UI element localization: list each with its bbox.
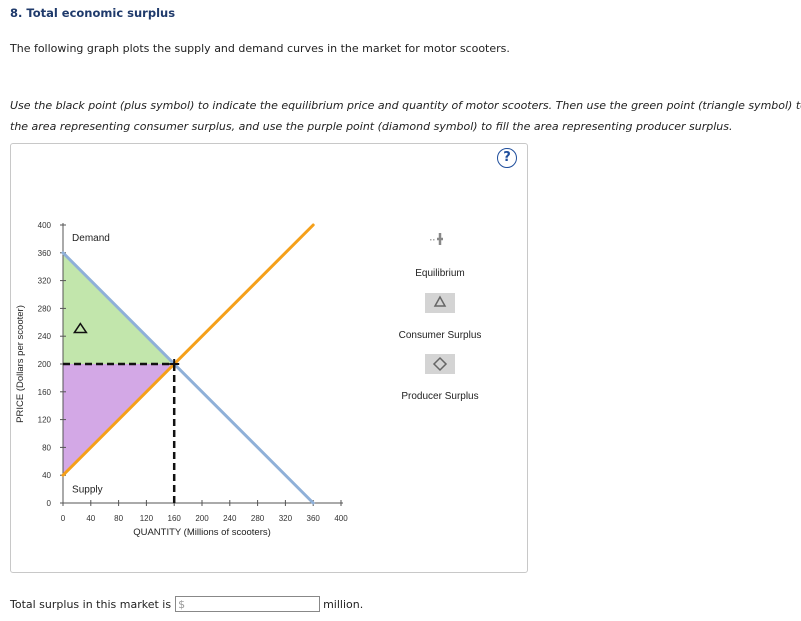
total-surplus-input[interactable] bbox=[185, 597, 318, 611]
demand-curve bbox=[61, 251, 315, 505]
producer-surplus-tool[interactable] bbox=[425, 354, 455, 374]
y-tick-label: 0 bbox=[47, 499, 52, 508]
instructions-line-1: Use the black point (plus symbol) to ind… bbox=[10, 99, 801, 112]
x-tick-label: 0 bbox=[61, 514, 66, 523]
answer-box[interactable]: $ bbox=[175, 596, 321, 612]
x-tick-label: 360 bbox=[307, 514, 321, 523]
x-tick-label: 40 bbox=[86, 514, 95, 523]
legend-label-consumer-surplus: Consumer Surplus bbox=[399, 330, 482, 341]
legend-label-producer-surplus: Producer Surplus bbox=[401, 391, 478, 402]
currency-symbol: $ bbox=[178, 597, 186, 611]
instructions-line-2: the area representing consumer surplus, … bbox=[10, 120, 733, 133]
x-axis-label: QUANTITY (Millions of scooters) bbox=[133, 527, 271, 538]
answer-prompt: Total surplus in this market is bbox=[10, 597, 172, 611]
legend-label-equilibrium: Equilibrium bbox=[415, 268, 464, 279]
question-intro: The following graph plots the supply and… bbox=[10, 42, 510, 55]
y-tick-label: 200 bbox=[38, 360, 52, 369]
x-tick-label: 80 bbox=[114, 514, 123, 523]
answer-row: Total surplus in this market is $ millio… bbox=[10, 596, 363, 612]
consumer-surplus-tool-bg bbox=[425, 293, 455, 313]
x-tick-label: 160 bbox=[168, 514, 182, 523]
producer-surplus-tool-bg bbox=[425, 354, 455, 374]
y-tick-label: 80 bbox=[42, 443, 51, 452]
supply-demand-graph: 0 40 80 120 160 200 240 280 320 360 400 0 40 80 120 160… bbox=[15, 221, 482, 538]
y-axis-label: PRICE (Dollars per scooter) bbox=[15, 305, 26, 423]
x-tick-label: 120 bbox=[140, 514, 154, 523]
y-tick-label: 40 bbox=[42, 471, 51, 480]
triangle-icon bbox=[433, 295, 447, 307]
equilibrium-tool-dot bbox=[433, 239, 435, 241]
consumer-surplus-marker bbox=[72, 322, 88, 334]
y-tick-label: 240 bbox=[38, 332, 52, 341]
y-tick-label: 320 bbox=[38, 277, 52, 286]
y-tick-label: 400 bbox=[38, 221, 52, 230]
y-tick-label: 360 bbox=[38, 249, 52, 258]
x-tick-label: 280 bbox=[251, 514, 265, 523]
equilibrium-tool-dot bbox=[430, 239, 432, 241]
x-tick-label: 400 bbox=[334, 514, 348, 523]
question-instructions: Use the black point (plus symbol) to ind… bbox=[10, 95, 801, 137]
y-tick-label: 120 bbox=[38, 416, 52, 425]
supply-curve bbox=[61, 223, 315, 477]
help-icon[interactable]: ? bbox=[497, 148, 517, 168]
consumer-surplus-tool[interactable] bbox=[425, 293, 455, 313]
diamond-icon bbox=[432, 356, 448, 372]
question-title: 8. Total economic surplus bbox=[10, 6, 176, 20]
equilibrium-tool[interactable] bbox=[430, 233, 443, 245]
x-tick-label: 320 bbox=[279, 514, 293, 523]
curve-label-demand: Demand bbox=[72, 233, 110, 244]
curve-label-supply: Supply bbox=[72, 485, 103, 496]
answer-unit: million. bbox=[323, 597, 364, 611]
y-tick-label: 280 bbox=[38, 304, 52, 313]
x-tick-label: 240 bbox=[223, 514, 237, 523]
x-tick-label: 200 bbox=[195, 514, 209, 523]
y-tick-label: 160 bbox=[38, 388, 52, 397]
